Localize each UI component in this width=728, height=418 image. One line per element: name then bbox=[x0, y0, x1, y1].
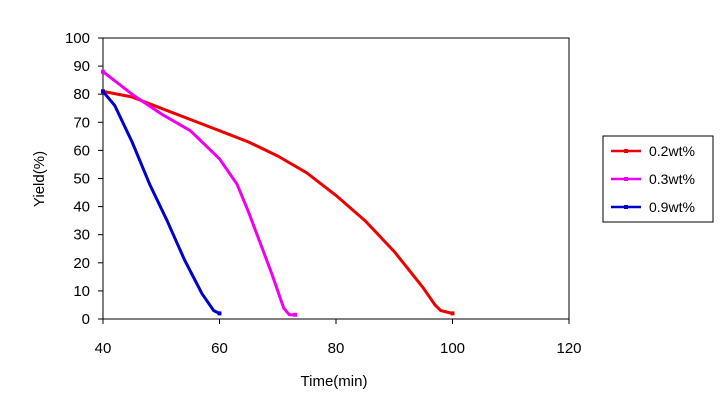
x-axis: 40 60 80 100 120 bbox=[95, 319, 582, 357]
plot-border bbox=[102, 37, 570, 320]
series-layer bbox=[101, 69, 455, 317]
x-tick-label: 60 bbox=[211, 340, 228, 357]
series-end-marker-1 bbox=[450, 311, 455, 316]
y-tick-label: 50 bbox=[73, 171, 90, 188]
series-line-1 bbox=[101, 89, 454, 315]
legend: 0.2wt% 0.3wt% 0.9wt% bbox=[602, 135, 714, 223]
legend-swatch-marker bbox=[624, 149, 628, 153]
x-tick-label: 100 bbox=[440, 340, 465, 357]
x-axis-title: Time(min) bbox=[301, 373, 368, 390]
y-tick-label: 20 bbox=[73, 255, 90, 272]
legend-label: 0.3wt% bbox=[649, 171, 695, 187]
y-tick-label: 30 bbox=[73, 227, 90, 244]
x-tick-label: 120 bbox=[556, 340, 581, 357]
series-line-2 bbox=[101, 70, 297, 317]
y-tick-label: 80 bbox=[73, 86, 90, 103]
x-tick-label: 80 bbox=[328, 340, 345, 357]
x-tick-label: 40 bbox=[95, 340, 112, 357]
series-start-marker-2 bbox=[101, 69, 105, 74]
series-start-marker-3 bbox=[101, 89, 105, 94]
series-end-marker-3 bbox=[217, 311, 222, 316]
legend-label: 0.2wt% bbox=[649, 143, 695, 159]
y-axis-title: Yield(%) bbox=[31, 151, 48, 207]
y-tick-label: 90 bbox=[73, 58, 90, 75]
y-axis: 0 10 20 30 40 50 60 70 80 90 100 bbox=[65, 30, 103, 328]
legend-swatch-marker bbox=[624, 205, 628, 209]
legend-swatch-marker bbox=[624, 177, 628, 181]
y-tick-label: 40 bbox=[73, 199, 90, 216]
series-end-marker-2 bbox=[293, 312, 298, 317]
legend-label: 0.9wt% bbox=[649, 199, 695, 215]
y-tick-label: 70 bbox=[73, 114, 90, 131]
y-tick-label: 10 bbox=[73, 283, 90, 300]
plot-area bbox=[102, 37, 570, 320]
y-tick-label: 0 bbox=[82, 311, 90, 328]
y-tick-label: 60 bbox=[73, 142, 90, 159]
y-tick-label: 100 bbox=[65, 30, 90, 47]
series-line-3 bbox=[101, 89, 221, 315]
